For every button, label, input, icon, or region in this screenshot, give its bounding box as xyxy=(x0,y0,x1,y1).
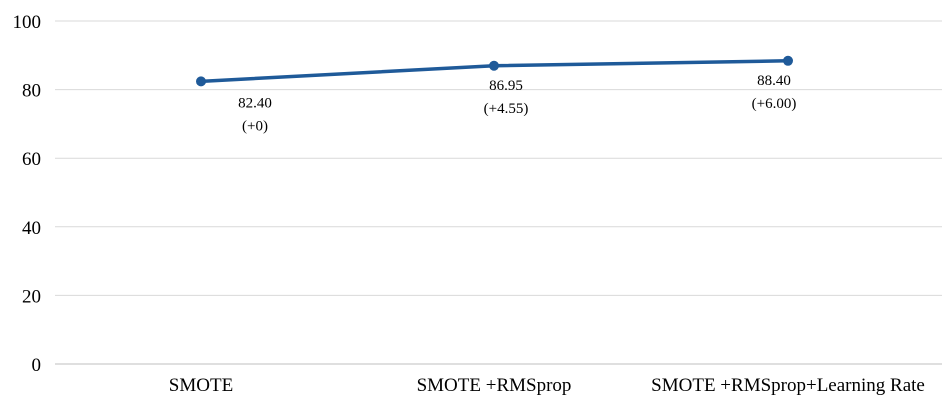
x-axis: SMOTE SMOTE +RMSprop SMOTE +RMSprop+Learni… xyxy=(169,375,925,396)
data-point-2 xyxy=(489,60,499,71)
x-category-label-1: SMOTE xyxy=(169,375,233,396)
y-tick-label-0: 0 xyxy=(32,355,42,376)
data-label-delta-1: (+0) xyxy=(242,118,268,134)
y-tick-label-20: 20 xyxy=(22,286,41,307)
y-tick-label-80: 80 xyxy=(22,81,41,102)
data-label-delta-2: (+4.55) xyxy=(484,101,529,117)
y-tick-label-100: 100 xyxy=(13,12,42,33)
data-labels-group: 82.40 (+0) 86.95 (+4.55) 88.40 (+6.00) xyxy=(238,73,796,135)
data-label-value-1: 82.40 xyxy=(238,95,272,111)
data-label-value-3: 88.40 xyxy=(757,73,791,89)
y-tick-label-60: 60 xyxy=(22,149,41,170)
data-point-3 xyxy=(783,55,793,66)
data-label-delta-3: (+6.00) xyxy=(752,96,797,112)
x-category-label-3: SMOTE +RMSprop+Learning Rate xyxy=(651,375,925,396)
series-group xyxy=(196,55,793,87)
data-point-1 xyxy=(196,76,206,87)
x-category-label-2: SMOTE +RMSprop xyxy=(417,375,572,396)
data-label-value-2: 86.95 xyxy=(489,78,523,94)
gridlines xyxy=(55,20,942,365)
y-axis-tick-labels: 0 20 40 60 80 100 xyxy=(13,12,42,376)
y-tick-label-40: 40 xyxy=(22,218,41,239)
